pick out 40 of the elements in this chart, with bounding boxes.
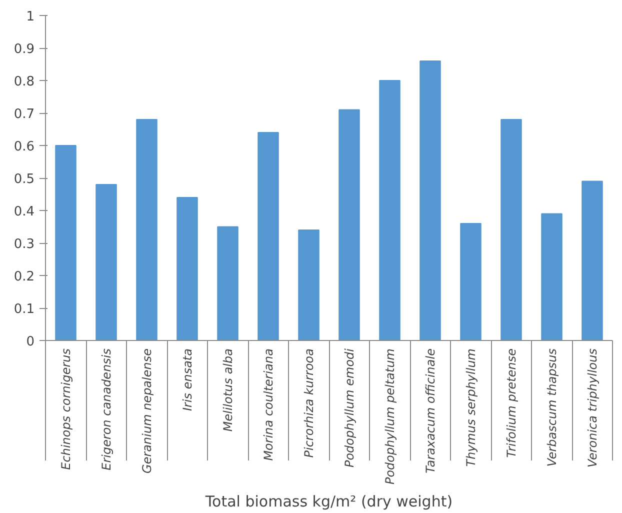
y-tick-label: 1 xyxy=(26,10,35,24)
y-tick-label: 0 xyxy=(26,334,35,350)
bar xyxy=(420,60,441,340)
bar xyxy=(55,145,76,340)
y-tick-label: 0.7 xyxy=(14,107,35,122)
bar xyxy=(298,230,320,340)
bar xyxy=(96,184,117,340)
bar xyxy=(136,119,158,340)
y-tick-label: 0.8 xyxy=(14,74,35,90)
x-tick-label: Taraxacum officinale xyxy=(423,348,438,474)
x-tick-label: Trifolium pretense xyxy=(504,348,518,458)
y-tick-label: 0.4 xyxy=(14,204,35,220)
bar xyxy=(500,119,522,340)
x-tick-label: Morina coulteriana xyxy=(261,348,276,461)
bar xyxy=(258,132,279,340)
y-tick-label: 0.3 xyxy=(14,237,35,252)
x-tick-label: Echinops cornigerus xyxy=(58,348,73,470)
x-tick-label: Thymus serphyllum xyxy=(464,348,478,467)
y-tick-label: 0.6 xyxy=(14,140,35,154)
x-tick-label: Geranium nepalense xyxy=(140,348,154,474)
x-tick-label: Picrorhiza kurrooa xyxy=(302,348,316,458)
x-tick-label: Iris ensata xyxy=(180,348,194,412)
x-tick-label: Melilotus alba xyxy=(220,348,235,432)
y-tick-label: 0.2 xyxy=(14,270,35,284)
bar xyxy=(541,213,562,340)
x-axis-title: Total biomass kg/m² (dry weight) xyxy=(204,492,453,511)
y-tick-label: 0.1 xyxy=(14,302,35,317)
y-tick-label: 0.9 xyxy=(14,42,35,57)
x-tick-label: Veronica triphyllous xyxy=(585,348,600,468)
x-tick-label: Podophyllum peltatum xyxy=(382,348,397,485)
x-tick-label: Podophyllum emodi xyxy=(342,348,356,468)
bar xyxy=(379,80,400,340)
bar xyxy=(217,226,238,340)
y-tick-label: 0.5 xyxy=(14,172,35,187)
bar xyxy=(582,180,603,340)
bar xyxy=(338,109,360,340)
bar xyxy=(176,197,198,340)
x-tick-label: Erigeron canadensis xyxy=(99,348,114,470)
bar xyxy=(460,223,482,340)
x-tick-label: Verbascum thapsus xyxy=(544,348,559,467)
